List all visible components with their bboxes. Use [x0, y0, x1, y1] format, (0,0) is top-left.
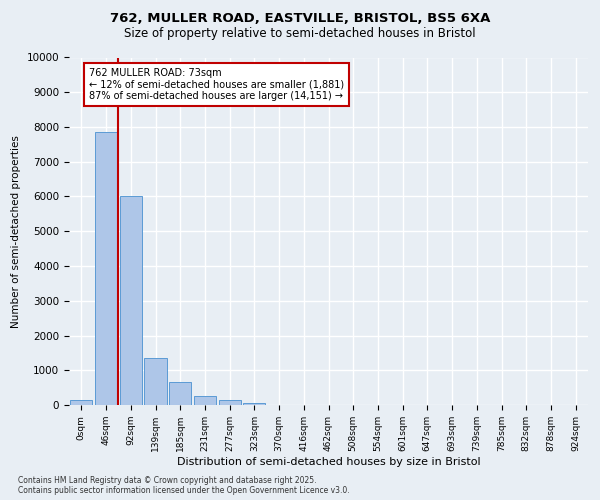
- Bar: [243, 403, 265, 405]
- Text: 762, MULLER ROAD, EASTVILLE, BRISTOL, BS5 6XA: 762, MULLER ROAD, EASTVILLE, BRISTOL, BS…: [110, 12, 490, 26]
- Bar: [70, 400, 92, 405]
- Text: Contains HM Land Registry data © Crown copyright and database right 2025.
Contai: Contains HM Land Registry data © Crown c…: [18, 476, 350, 495]
- Bar: [145, 358, 167, 405]
- Text: Size of property relative to semi-detached houses in Bristol: Size of property relative to semi-detach…: [124, 28, 476, 40]
- Bar: [218, 400, 241, 405]
- X-axis label: Distribution of semi-detached houses by size in Bristol: Distribution of semi-detached houses by …: [176, 456, 481, 466]
- Bar: [95, 132, 117, 405]
- Y-axis label: Number of semi-detached properties: Number of semi-detached properties: [11, 135, 21, 328]
- Bar: [194, 396, 216, 405]
- Bar: [169, 382, 191, 405]
- Bar: [119, 196, 142, 405]
- Text: 762 MULLER ROAD: 73sqm
← 12% of semi-detached houses are smaller (1,881)
87% of : 762 MULLER ROAD: 73sqm ← 12% of semi-det…: [89, 68, 344, 101]
